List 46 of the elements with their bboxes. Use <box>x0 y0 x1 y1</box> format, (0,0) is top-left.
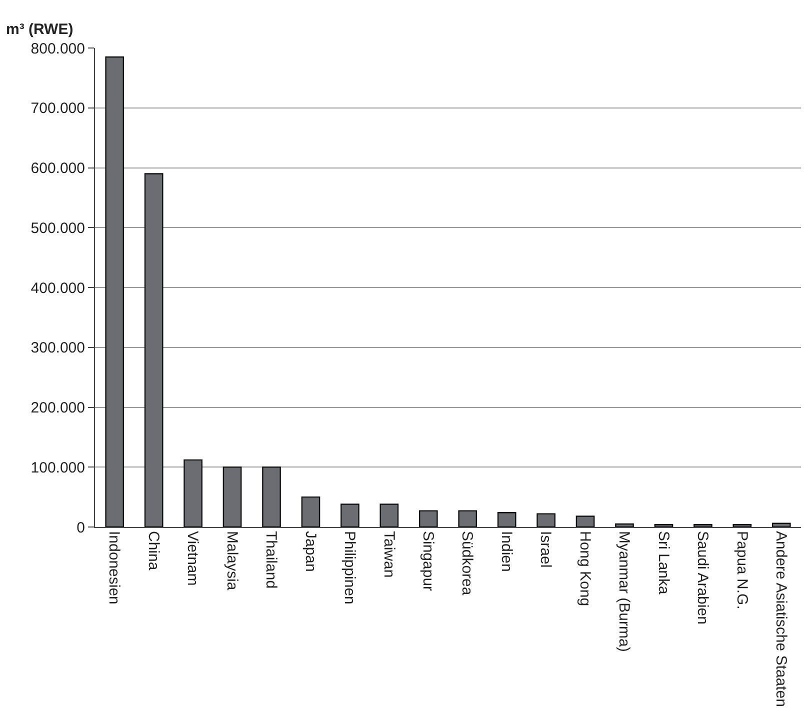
x-tick-label: Südkorea <box>458 531 476 596</box>
bar <box>418 510 438 527</box>
bar <box>694 524 712 527</box>
x-tick-label: Japan <box>302 531 319 572</box>
y-tick-label: 500.000 <box>30 220 85 237</box>
bar <box>497 512 516 527</box>
y-tick-label: 600.000 <box>30 160 85 177</box>
x-tick-label: Israel <box>537 531 554 568</box>
x-tick-label: Myanmar (Burma) <box>616 531 633 652</box>
x-tick-label: Singapur <box>420 531 437 592</box>
x-tick-label: Taiwan <box>380 531 398 578</box>
x-tick-label: Sri Lanka <box>654 531 672 596</box>
x-tick-label: Philippinen <box>341 531 358 604</box>
x-tick-label: Thailand <box>262 531 280 589</box>
bar <box>340 504 360 527</box>
bar <box>615 523 634 527</box>
bar <box>144 173 164 527</box>
x-tick-label: Papua N.G. <box>733 531 750 610</box>
x-tick-label: Indonesien <box>106 531 123 604</box>
x-tick-label: Malaysia <box>223 531 240 591</box>
y-tick-label: 300.000 <box>30 340 85 357</box>
x-tick-label: Vietnam <box>184 531 202 586</box>
y-tick-label: 0 <box>76 519 85 536</box>
bar <box>380 504 399 527</box>
bar <box>654 524 674 527</box>
bar <box>105 56 124 527</box>
y-axis-title: m³ (RWE) <box>6 21 74 38</box>
y-tick-label: 100.000 <box>30 459 85 476</box>
bar <box>536 513 556 527</box>
bar <box>262 466 281 527</box>
bar <box>576 516 595 527</box>
bar <box>222 466 242 527</box>
bar <box>184 459 202 527</box>
y-tick-label: 800.000 <box>30 40 85 58</box>
y-tick-label: 700.000 <box>30 100 85 118</box>
x-tick-label: Indien <box>498 531 515 572</box>
bar <box>458 510 478 527</box>
y-tick-label: 400.000 <box>30 280 85 297</box>
y-tick-label: 200.000 <box>30 400 85 416</box>
x-tick-label: Andere Asiatische Staaten <box>772 531 790 707</box>
x-tick-label: China <box>144 531 162 571</box>
x-tick-label: Hong Kong <box>576 531 594 606</box>
bar <box>772 522 791 527</box>
bar <box>301 496 320 527</box>
bar <box>732 524 752 527</box>
x-tick-label: Saudi Arabien <box>694 531 712 624</box>
